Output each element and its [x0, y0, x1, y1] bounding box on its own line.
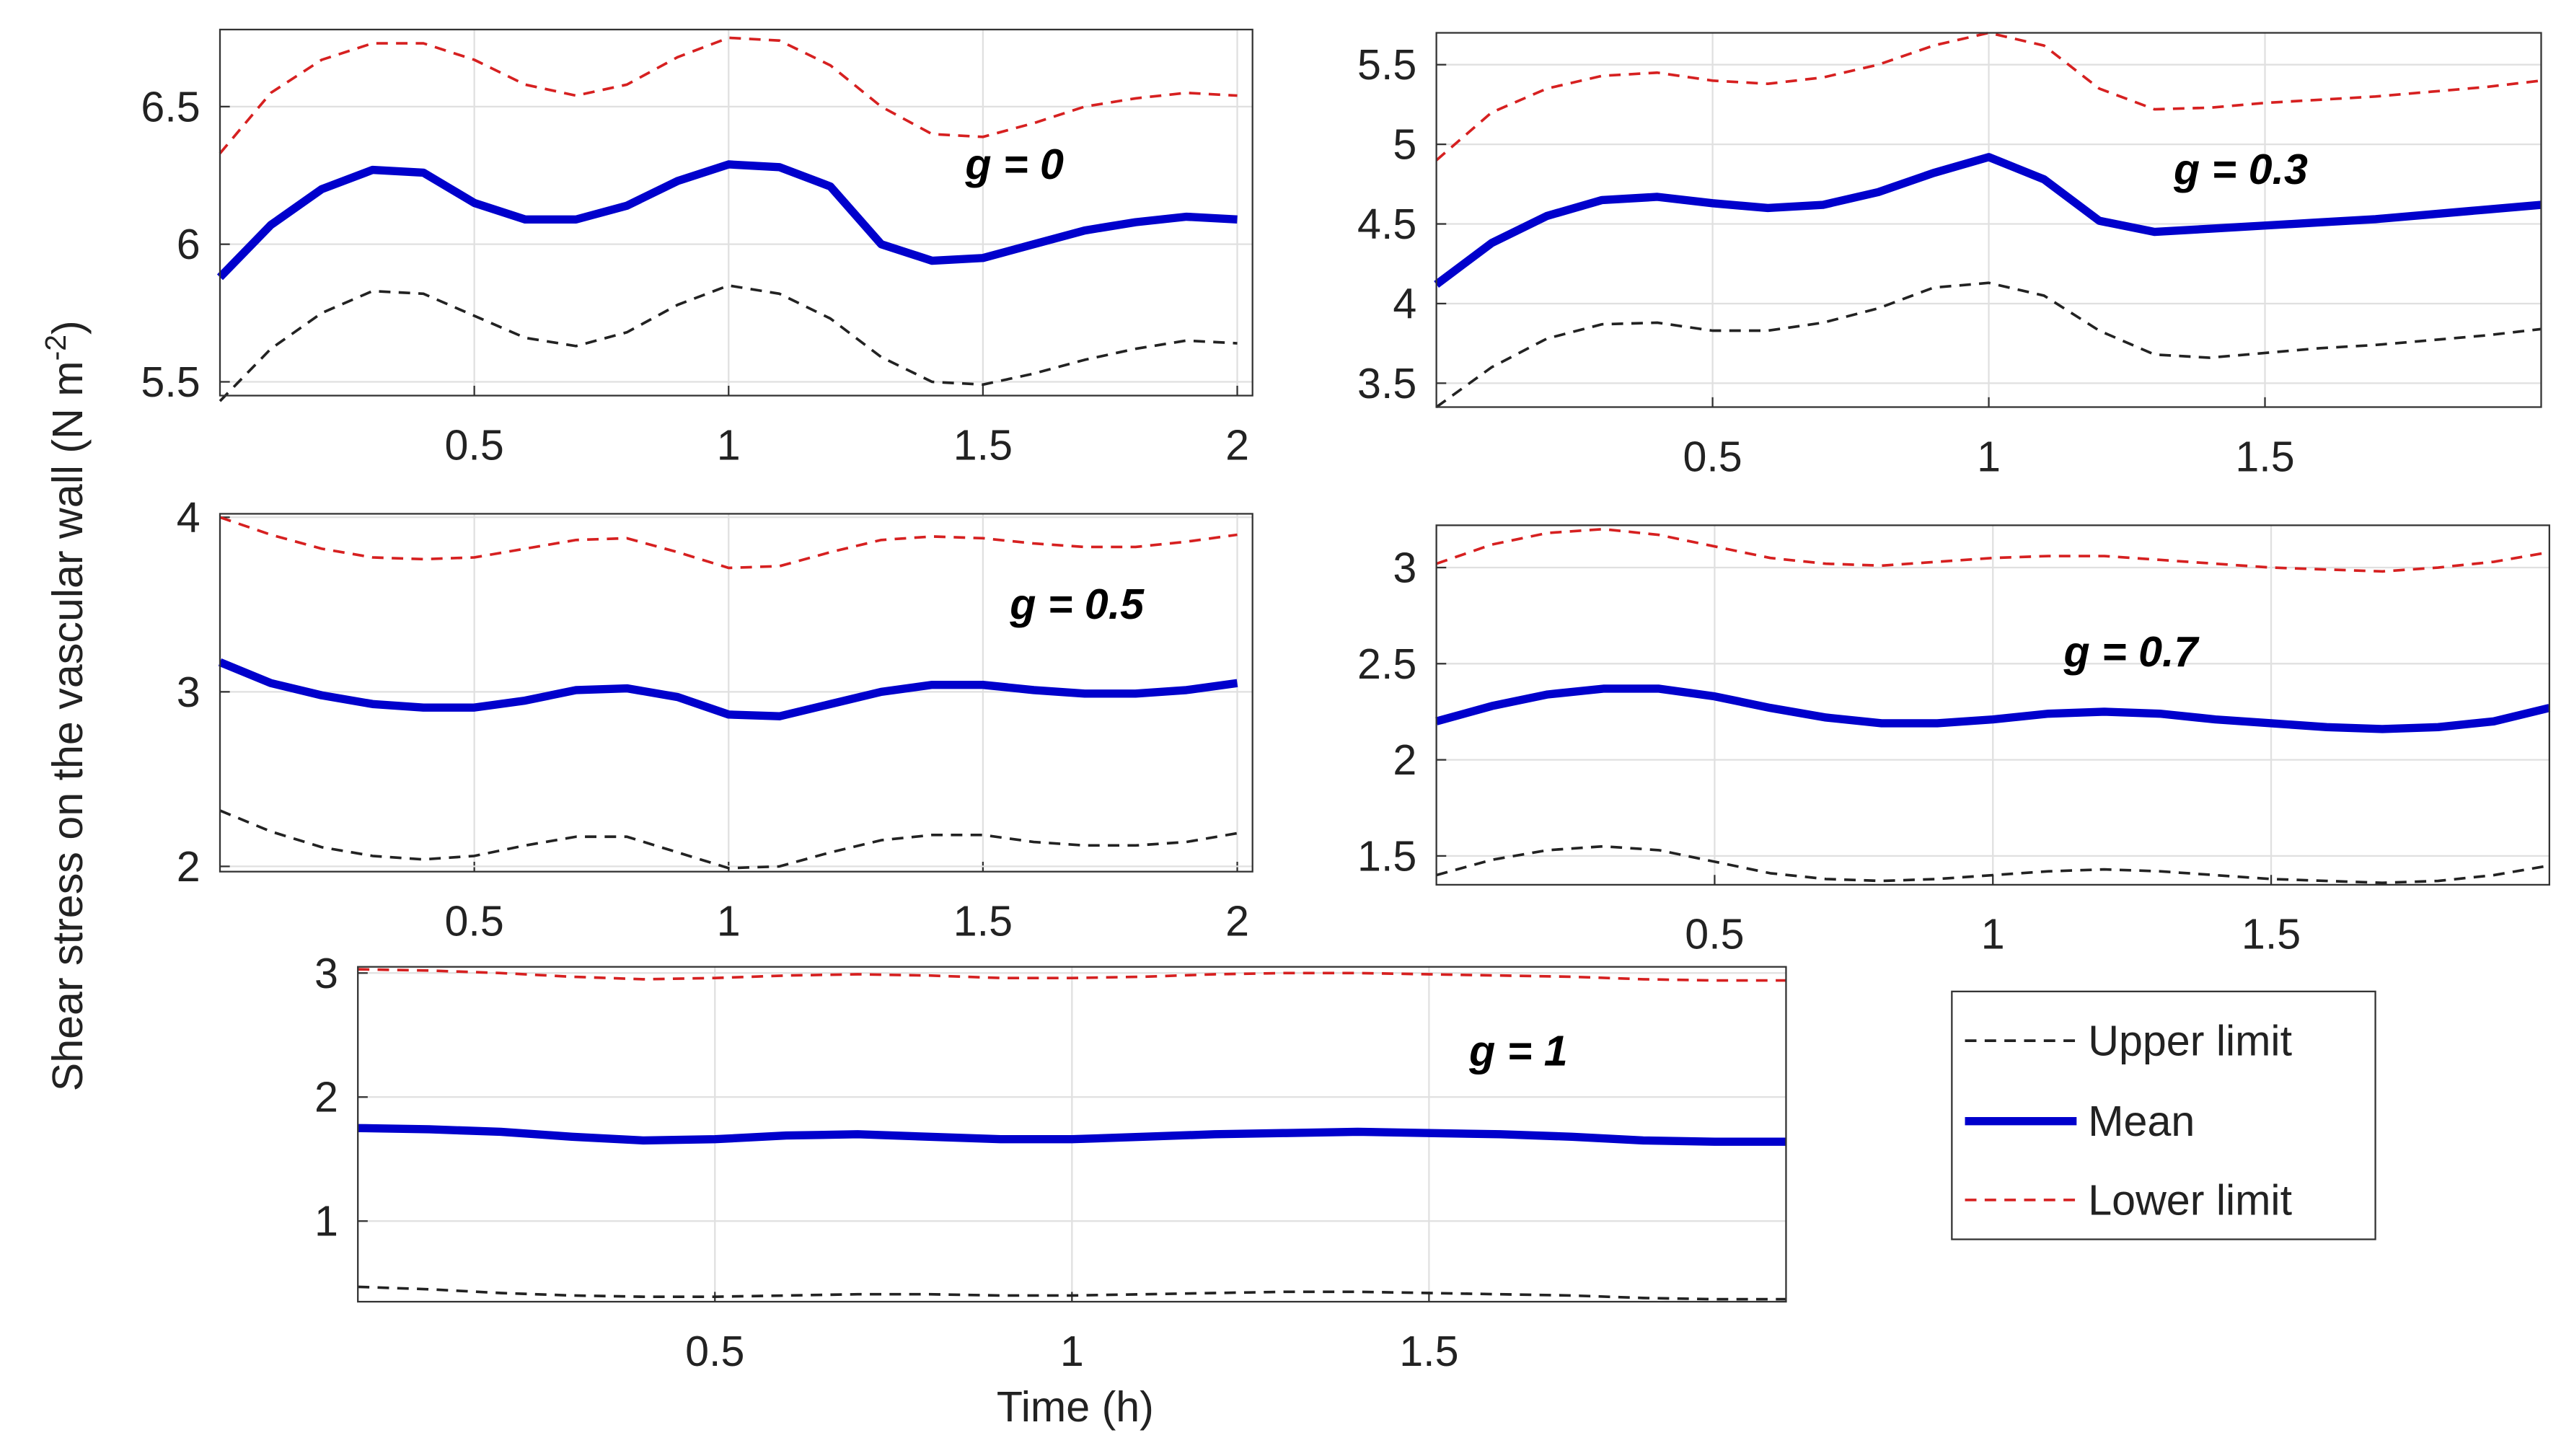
- series-line: [1435, 684, 2551, 733]
- x-tick-label: 2: [1225, 420, 1249, 469]
- x-tick-label: 1: [1977, 432, 2001, 480]
- y-tick-label: 3.5: [1357, 359, 1416, 407]
- axes-frame: [219, 513, 1253, 873]
- y-tick-label: 3: [177, 668, 200, 716]
- plot-area: [220, 29, 1253, 396]
- annotation: g = 0: [964, 140, 1064, 188]
- axes-frame: [357, 966, 1787, 1303]
- legend-label: Upper limit: [2088, 1017, 2292, 1065]
- x-tick-label: 0.5: [1685, 910, 1744, 958]
- legend-label: Lower limit: [2088, 1175, 2292, 1224]
- y-tick-label: 6.5: [141, 82, 200, 131]
- y-label-superscript: -2: [39, 335, 72, 361]
- x-tick-label: 1.5: [953, 420, 1013, 469]
- x-tick-label: 0.5: [685, 1327, 744, 1375]
- axes-frame: [1435, 32, 2542, 408]
- series-line: [218, 658, 1238, 720]
- y-label-suffix: ): [43, 320, 92, 335]
- axes-frame: [1435, 524, 2550, 886]
- axes-frame: [219, 28, 1253, 397]
- series-line: [1434, 153, 2542, 288]
- series-line: [1435, 281, 2542, 408]
- series-line: [1436, 844, 2550, 885]
- y-tick-label: 6: [177, 220, 200, 268]
- annotation: g = 0.5: [1009, 580, 1145, 628]
- x-axis-label: Time (h): [997, 1382, 1154, 1431]
- legend-label: Mean: [2088, 1097, 2195, 1145]
- y-tick-label: 4.5: [1357, 200, 1416, 248]
- series-line: [219, 516, 1238, 570]
- series-line: [358, 1124, 1786, 1146]
- y-label-text: Shear stress on the vascular wall (N m: [43, 361, 92, 1091]
- y-tick-label: 1: [314, 1197, 338, 1245]
- annotation: g = 0.7: [2063, 627, 2200, 676]
- x-tick-label: 1: [717, 896, 741, 945]
- x-tick-label: 0.5: [445, 896, 504, 945]
- y-tick-label: 5.5: [141, 358, 200, 406]
- y-tick-label: 2: [314, 1073, 338, 1121]
- y-tick-label: 4: [1393, 279, 1416, 327]
- x-tick-label: 1.5: [953, 896, 1013, 945]
- x-tick-label: 1.5: [2235, 432, 2294, 480]
- y-tick-label: 2.5: [1357, 640, 1416, 688]
- series-line: [216, 160, 1238, 281]
- series-line: [358, 1285, 1786, 1301]
- x-tick-label: 1: [1981, 910, 2005, 958]
- y-tick-label: 2: [1393, 736, 1416, 784]
- x-tick-label: 2: [1225, 896, 1249, 945]
- y-tick-label: 5: [1393, 120, 1416, 169]
- x-tick-label: 0.5: [1683, 432, 1742, 480]
- x-tick-label: 1.5: [2242, 910, 2301, 958]
- series-line: [1435, 31, 2542, 162]
- y-axis-label: Shear stress on the vascular wall (N m-2…: [39, 320, 92, 1091]
- y-tick-label: 2: [177, 842, 200, 891]
- series-line: [1436, 527, 2550, 573]
- series-line: [219, 284, 1238, 402]
- y-tick-label: 4: [177, 493, 200, 542]
- x-tick-label: 0.5: [445, 420, 504, 469]
- series-line: [219, 809, 1238, 870]
- legend-box: [1951, 990, 2376, 1240]
- annotation: g = 0.3: [2173, 145, 2308, 193]
- y-tick-label: 5.5: [1357, 40, 1416, 89]
- y-tick-label: 3: [1393, 544, 1416, 592]
- series-line: [358, 968, 1786, 982]
- y-tick-label: 1.5: [1357, 831, 1416, 880]
- annotation: g = 1: [1468, 1026, 1567, 1075]
- x-tick-label: 1.5: [1399, 1327, 1458, 1375]
- x-tick-label: 1: [717, 420, 741, 469]
- x-tick-label: 1: [1060, 1327, 1084, 1375]
- y-tick-label: 3: [314, 949, 338, 997]
